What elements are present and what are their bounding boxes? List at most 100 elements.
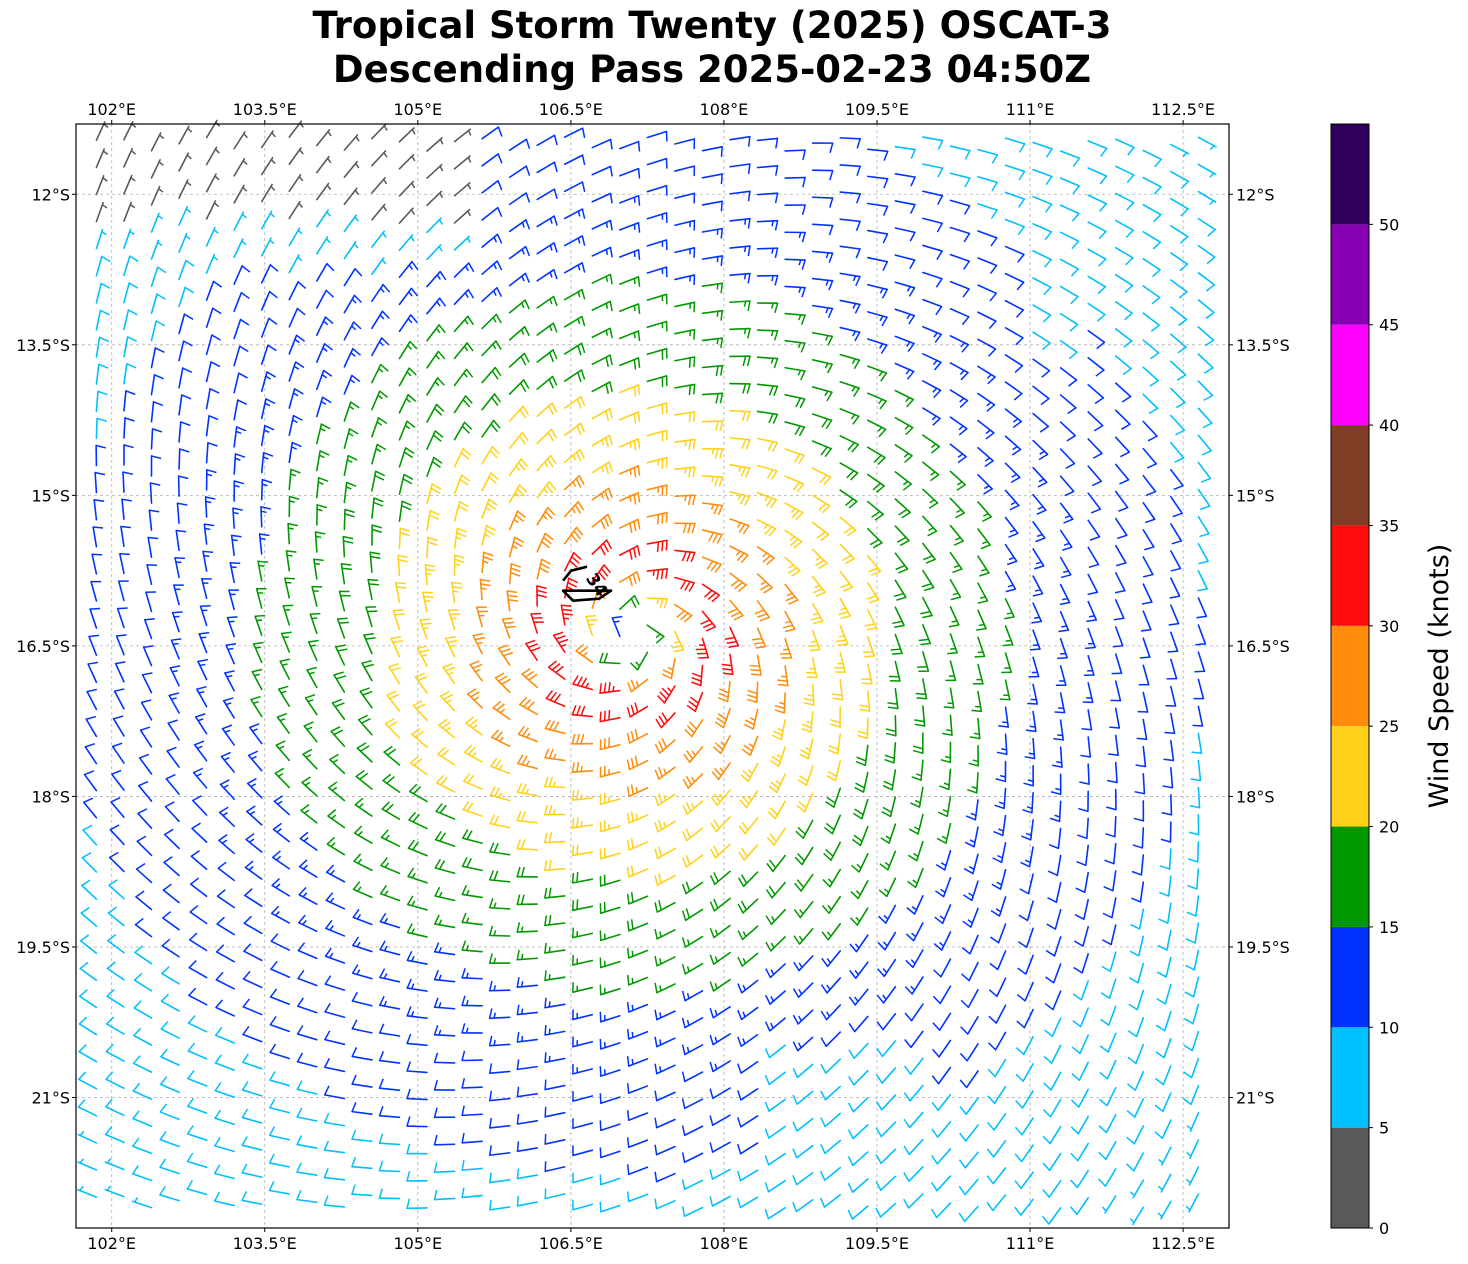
barb-feather <box>1101 939 1112 946</box>
wind-barb-757 <box>611 615 623 638</box>
barb-feather <box>609 247 613 258</box>
wind-barb-726 <box>892 606 905 629</box>
barb-staff <box>1141 827 1145 849</box>
barb-feather <box>577 345 582 356</box>
wind-barb-1050 <box>766 827 786 846</box>
barb-staff <box>894 525 910 542</box>
wind-barb-962 <box>599 765 621 778</box>
wind-barb-1297 <box>792 982 814 999</box>
barb-staff <box>536 532 547 553</box>
barb-staff <box>839 272 861 278</box>
barb-staff <box>866 419 887 431</box>
wind-barb-656 <box>91 553 103 575</box>
barb-staff <box>1197 624 1207 645</box>
barb-staff <box>839 164 862 168</box>
wind-barb-1274 <box>161 966 180 985</box>
wind-barb-365 <box>1114 355 1132 376</box>
barb-feather <box>720 173 723 185</box>
barb-half-feather <box>305 754 312 759</box>
barb-half-feather <box>633 305 636 312</box>
barb-staff <box>1137 962 1145 984</box>
barb-staff <box>508 299 526 314</box>
barb-feather <box>849 969 857 979</box>
barb-feather <box>716 717 726 725</box>
barb-feather <box>494 759 502 769</box>
barb-feather <box>608 461 613 472</box>
wind-barb-220 <box>508 272 531 287</box>
barb-staff <box>361 662 373 682</box>
barb-feather <box>525 639 536 645</box>
wind-barb-731 <box>1031 602 1043 624</box>
barb-staff <box>1170 766 1174 789</box>
barb-feather <box>654 822 659 833</box>
wind-barb-942 <box>1191 732 1203 755</box>
wind-barb-1172 <box>737 898 759 914</box>
barb-staff <box>866 500 884 516</box>
barb-feather <box>633 595 640 605</box>
wind-barb-1233 <box>161 938 180 958</box>
barb-feather <box>562 613 573 616</box>
barb-half-feather <box>997 854 1003 859</box>
wind-barb-175 <box>398 234 415 251</box>
barb-staff <box>922 298 943 308</box>
wind-barb-313 <box>811 331 834 346</box>
barb-feather <box>609 328 613 339</box>
wind-barb-1130 <box>709 870 731 886</box>
barb-feather <box>120 525 131 529</box>
barb-staff <box>922 596 933 617</box>
barb-feather <box>544 719 551 729</box>
barb-staff <box>381 808 401 821</box>
wind-barb-1306 <box>1044 990 1062 1011</box>
barb-feather <box>603 516 610 527</box>
barb-half-feather <box>686 966 690 972</box>
wind-barb-222 <box>563 262 586 274</box>
barb-feather <box>710 562 718 572</box>
barb-half-feather <box>332 759 339 764</box>
barb-feather <box>246 805 256 813</box>
barb-staff <box>656 983 676 994</box>
barb-half-feather <box>185 208 192 213</box>
barb-feather <box>719 393 724 404</box>
barb-staff <box>426 190 443 207</box>
barb-feather <box>793 541 803 549</box>
barb-feather <box>626 839 630 851</box>
barb-half-feather <box>446 699 453 704</box>
wind-barb-746 <box>309 612 321 635</box>
barb-staff <box>977 230 998 239</box>
barb-staff <box>1142 637 1151 658</box>
wind-barb-461 <box>371 417 388 438</box>
barb-feather <box>803 702 814 706</box>
barb-feather <box>226 643 237 647</box>
wind-barb-590 <box>536 506 556 526</box>
wind-barb-366 <box>1142 366 1159 387</box>
barb-feather <box>629 549 633 560</box>
barb-staff <box>801 846 814 866</box>
barb-feather <box>493 870 499 881</box>
barb-feather <box>242 998 250 1008</box>
barb-feather <box>206 469 217 474</box>
barb-feather <box>1063 518 1074 524</box>
barb-staff <box>243 950 263 962</box>
wind-barb-1198 <box>325 919 346 937</box>
wind-barb-943 <box>84 742 98 765</box>
barb-feather <box>795 397 802 408</box>
barb-feather <box>575 478 582 488</box>
wind-barb-1061 <box>1077 817 1089 840</box>
wind-barb-107 <box>784 204 806 215</box>
barb-staff <box>1004 272 1025 284</box>
barb-staff <box>79 967 98 982</box>
barb-feather <box>976 627 987 631</box>
barb-staff <box>488 906 511 910</box>
barb-half-feather <box>743 273 747 280</box>
wind-barb-1241 <box>379 940 401 956</box>
wind-barb-204 <box>1197 244 1216 265</box>
barb-feather <box>1099 175 1108 185</box>
barb-feather <box>747 218 751 229</box>
barb-staff <box>233 453 237 475</box>
barb-feather <box>943 706 954 709</box>
barb-staff <box>628 868 649 878</box>
barb-feather <box>1091 480 1102 487</box>
barb-feather <box>868 598 879 604</box>
barb-staff <box>922 434 941 448</box>
barb-half-feather <box>1012 418 1019 423</box>
